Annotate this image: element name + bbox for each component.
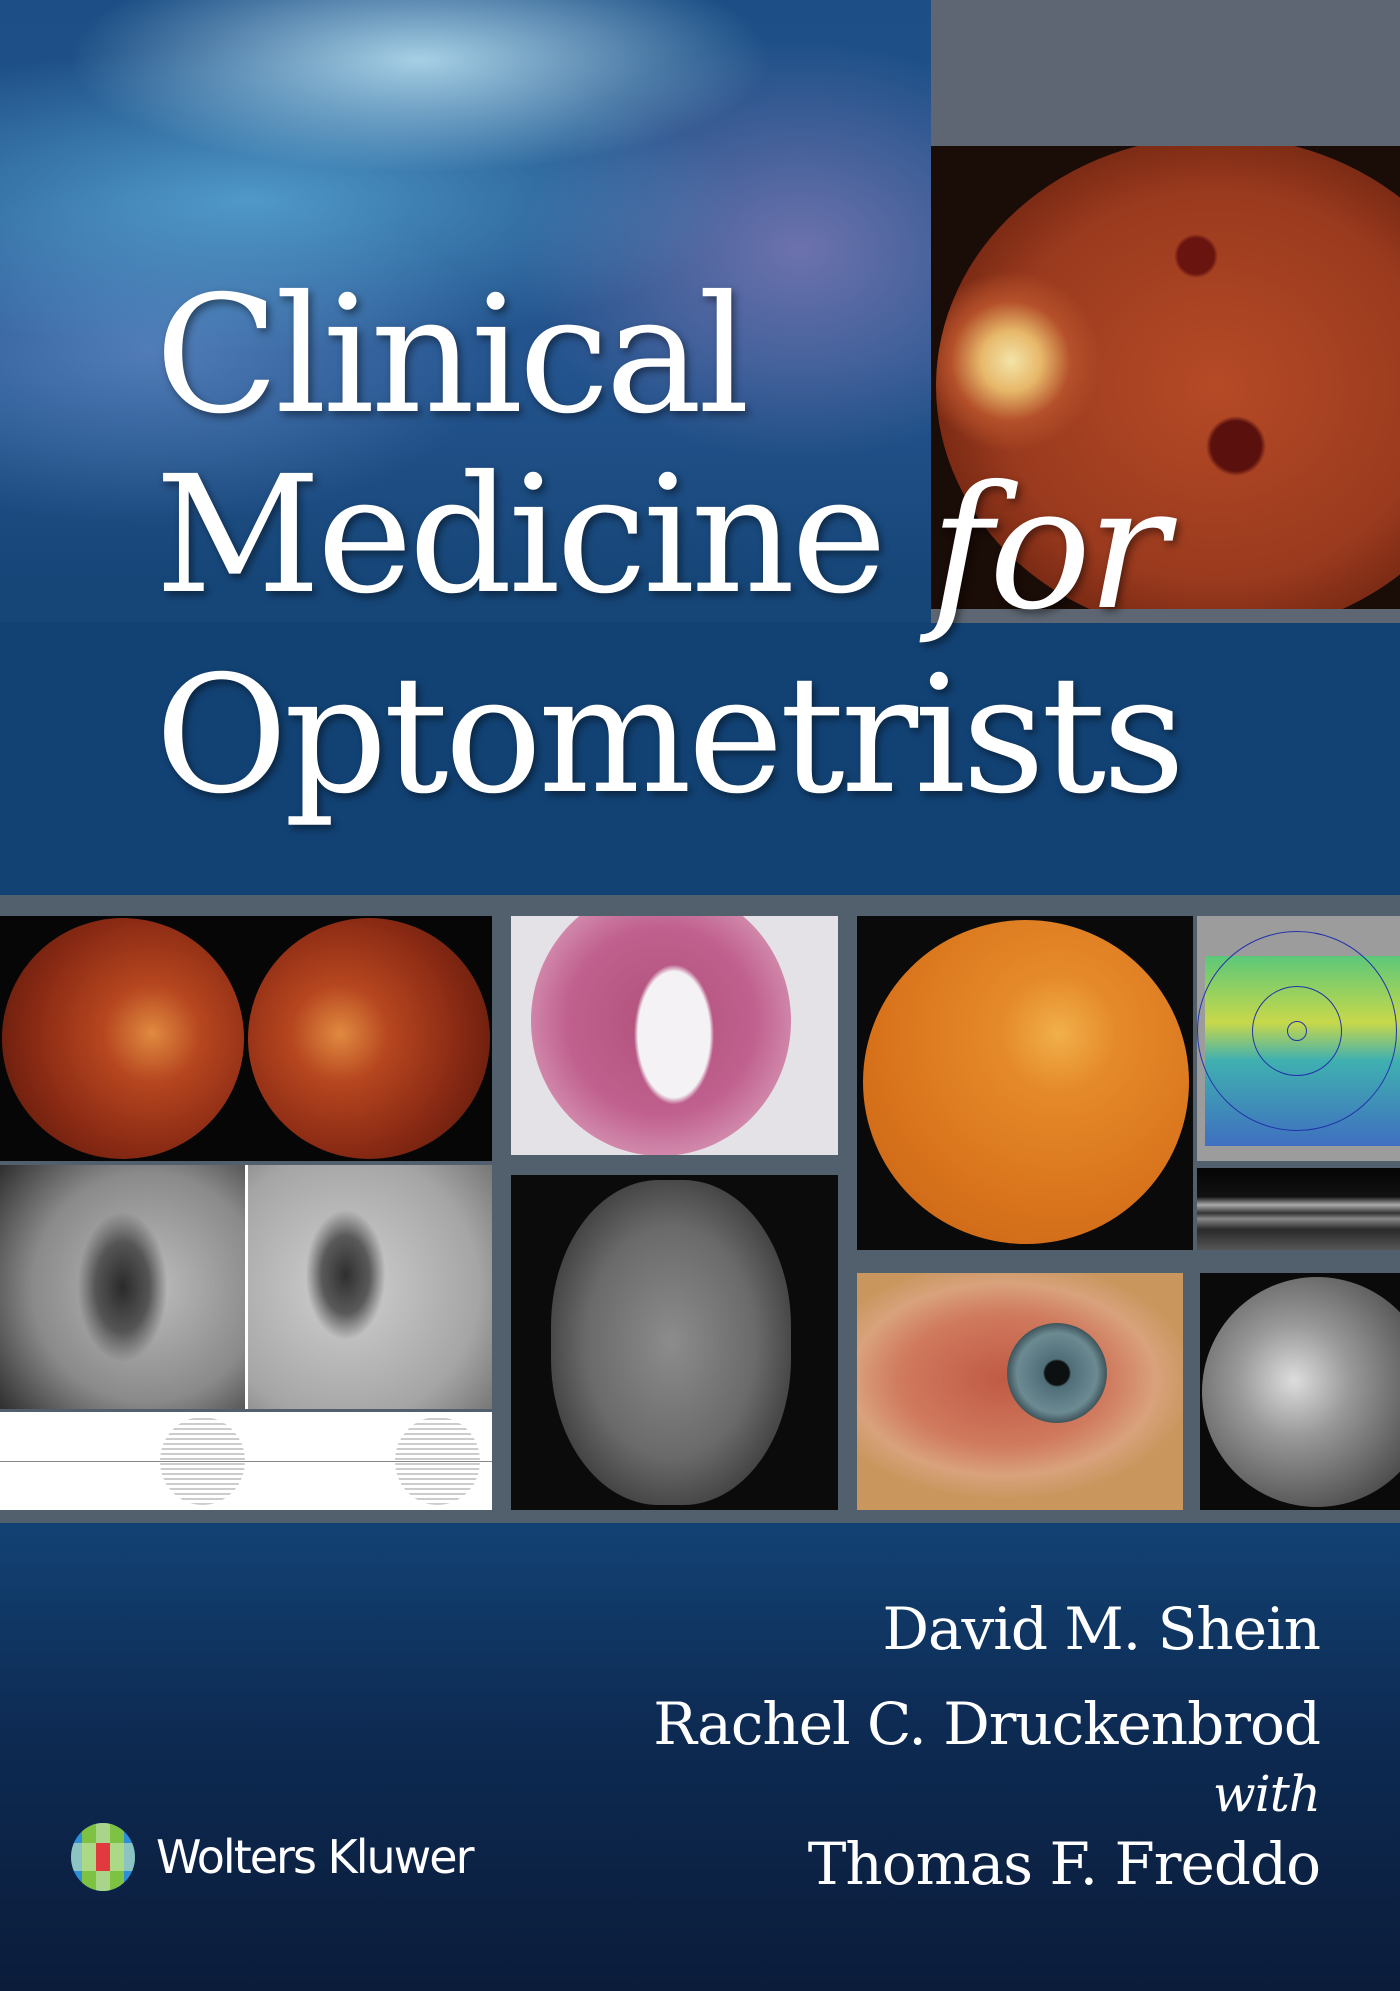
title-line-2: Medicine: [155, 442, 887, 630]
fundus-pair-photo: [0, 916, 492, 1161]
fluorescein-angiogram: [1200, 1273, 1400, 1510]
image-collage-panel: [0, 895, 1400, 1523]
title-line-3: Optometrists: [155, 642, 1185, 830]
title-band: [0, 622, 1400, 897]
red-eye-photo: [857, 1273, 1183, 1510]
title-for: for: [930, 450, 1169, 648]
histology-artery-section: [511, 916, 838, 1155]
oct-b-scan: [1197, 1168, 1400, 1250]
visual-field-printout: [0, 1412, 492, 1510]
infrared-optic-disc-pair: [0, 1165, 492, 1409]
with-label: with: [1212, 1765, 1321, 1823]
publisher-logo: Wolters Kluwer: [68, 1822, 508, 1892]
author-name: David M. Shein: [882, 1595, 1321, 1663]
retinal-hemorrhage-fundus-photo: [931, 146, 1400, 609]
title-line-1: Clinical: [155, 262, 750, 450]
author-band: [0, 1523, 1400, 1991]
gray-strip: [931, 0, 1400, 146]
orange-fundus-photo: [857, 916, 1193, 1250]
publisher-name: Wolters Kluwer: [156, 1830, 474, 1884]
oct-thickness-map: [1197, 916, 1400, 1161]
author-name: Rachel C. Druckenbrod: [653, 1690, 1321, 1758]
wolters-kluwer-globe-icon: [71, 1823, 135, 1891]
divider: [931, 609, 1400, 623]
contributor-name: Thomas F. Freddo: [807, 1830, 1321, 1898]
mri-axial-brain-scan: [511, 1175, 838, 1510]
